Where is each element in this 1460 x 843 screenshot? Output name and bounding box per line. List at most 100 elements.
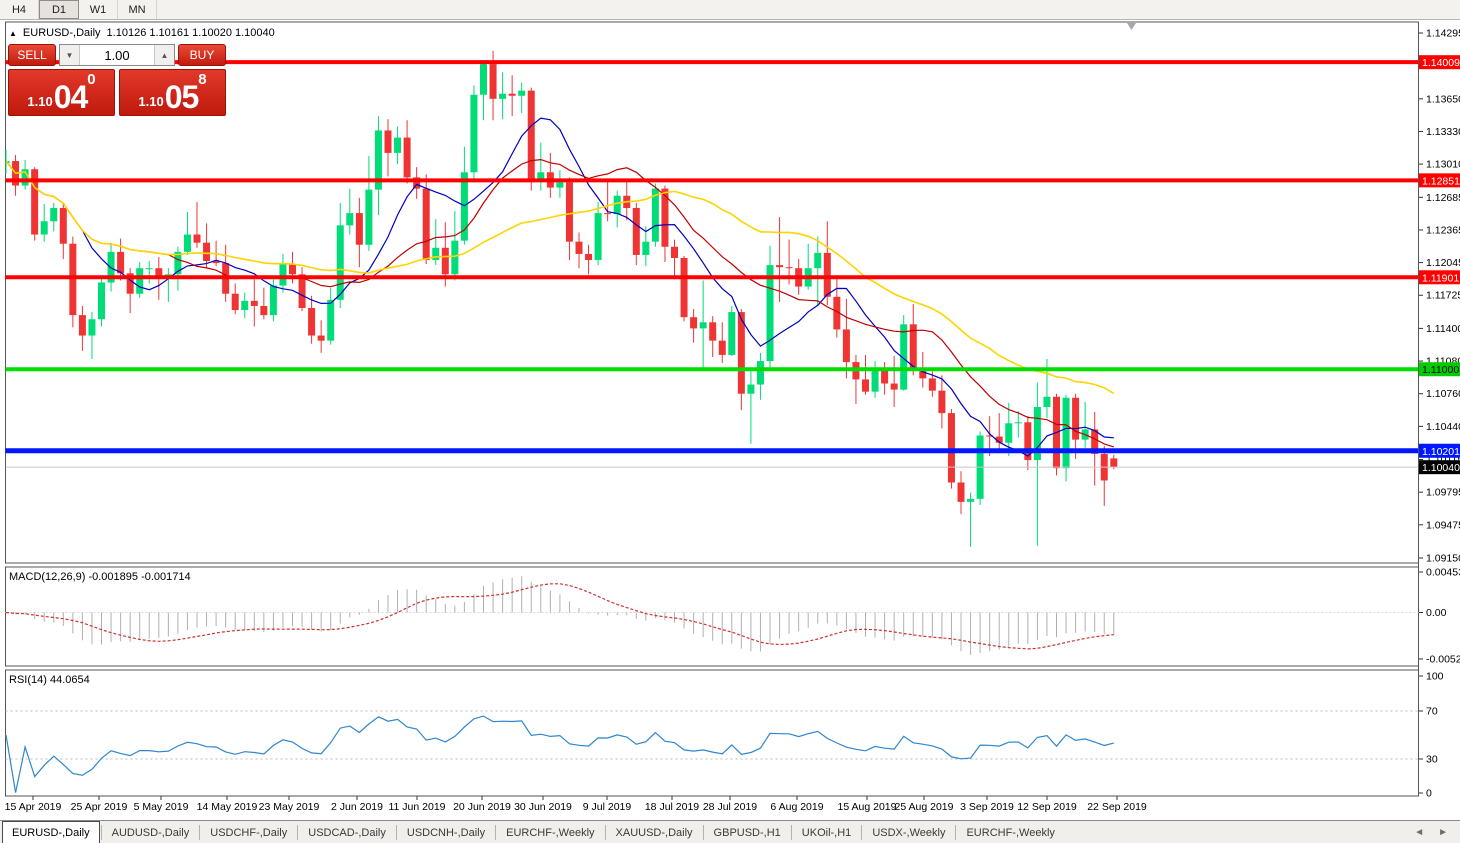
timeframe-button-w1[interactable]: W1 [79, 0, 118, 19]
candle-body [346, 213, 354, 226]
candle-body [823, 252, 831, 297]
date-axis-label: 25 Aug 2019 [895, 801, 954, 813]
candle-body [1110, 458, 1118, 468]
candle-body [967, 498, 975, 502]
candle-body [126, 273, 134, 294]
candle-body [460, 172, 468, 241]
timeframe-button-mn[interactable]: MN [118, 0, 157, 19]
candle-body [40, 221, 48, 235]
candle-body [575, 241, 583, 254]
candle-body [690, 317, 698, 329]
date-axis-label: 25 Apr 2019 [71, 801, 128, 813]
macd-histogram [15, 576, 1115, 655]
chart-tab-ukoil-h1[interactable]: UKOil-,H1 [801, 826, 852, 839]
candle-body [1072, 397, 1080, 440]
chart-tab-audusd-daily[interactable]: AUDUSD-,Daily [111, 826, 190, 839]
buy-button[interactable]: BUY [178, 44, 226, 66]
date-axis-label: 15 Apr 2019 [5, 801, 62, 813]
date-axis-label: 12 Sep 2019 [1017, 801, 1077, 813]
candle-body [155, 268, 163, 278]
tab-separator [861, 825, 863, 840]
candle-body [728, 312, 736, 355]
chart-tab-usdx-weekly[interactable]: USDX-,Weekly [872, 826, 946, 839]
candle-body [1024, 422, 1032, 461]
sell-button[interactable]: SELL [8, 44, 56, 66]
volume-down-icon[interactable]: ▼ [60, 45, 80, 65]
candle-body [995, 436, 1003, 443]
tab-separator [297, 825, 299, 840]
candle-body [890, 383, 898, 390]
tab-separator [100, 825, 102, 840]
collapse-panel-icon[interactable]: ▲ [9, 28, 17, 38]
candle-body [394, 137, 402, 153]
buy-price-box[interactable]: 1.10 05 8 [119, 69, 226, 116]
buy-price-pip: 8 [198, 71, 207, 88]
price-chart: 1.142951.139751.136501.133301.130101.126… [5, 21, 1460, 813]
macd-label: MACD(12,26,9) -0.001895 -0.001714 [9, 571, 191, 583]
candle-body [709, 322, 717, 341]
sell-price-pip: 0 [87, 71, 96, 88]
moving-average-9 [5, 117, 1114, 457]
candle-body [833, 296, 841, 330]
date-axis-label: 30 Jun 2019 [514, 801, 572, 813]
candle-body [98, 282, 105, 320]
price-axis-label: 1.12045 [1426, 257, 1460, 269]
price-tag-label: 1.14009 [1422, 57, 1460, 69]
chart-tab-xauusd-daily[interactable]: XAUUSD-,Daily [615, 826, 693, 839]
chart-tab-gbpusd-h1[interactable]: GBPUSD-,H1 [713, 826, 781, 839]
candle-body [776, 265, 784, 268]
timeframe-button-d1[interactable]: D1 [39, 0, 79, 19]
chart-tab-usdchf-daily[interactable]: USDCHF-,Daily [210, 826, 288, 839]
candle-body [565, 182, 573, 242]
candle-body [308, 308, 316, 336]
candle-body [203, 242, 211, 262]
volume-up-icon[interactable]: ▲ [154, 45, 174, 65]
date-axis-label: 2 Jun 2019 [331, 801, 383, 813]
chart-tab-eurchf-weekly[interactable]: EURCHF-,Weekly [506, 826, 595, 839]
candle-body [59, 208, 67, 244]
candle-body [594, 213, 602, 261]
tab-scroll-right-icon[interactable]: ► [1438, 827, 1448, 838]
tab-separator [199, 825, 201, 840]
symbol-period-label: EURUSD-,Daily [22, 27, 101, 39]
candle-body [50, 208, 58, 222]
candle-body [289, 264, 296, 275]
price-axis-label: 1.10760 [1426, 388, 1460, 400]
candle-body [537, 172, 545, 181]
chart-tab-eurchf-weekly[interactable]: EURCHF-,Weekly [966, 826, 1055, 839]
macd-signal-line [5, 583, 1114, 650]
macd-axis-label: 0.00 [1426, 607, 1447, 619]
candle-body [527, 90, 535, 181]
volume-value[interactable]: 1.00 [104, 47, 130, 63]
price-axis-label: 1.10440 [1426, 421, 1460, 433]
sell-price-box[interactable]: 1.10 04 0 [8, 69, 115, 116]
candle-body [747, 384, 755, 394]
candle-body [518, 90, 526, 96]
chart-tab-eurusd-daily[interactable]: EURUSD-,Daily [2, 821, 100, 843]
candle-body [604, 213, 612, 215]
price-tag [1419, 270, 1460, 285]
price-axis-label: 1.11400 [1426, 323, 1460, 335]
candle-body [78, 315, 86, 336]
date-axis-label: 23 May 2019 [259, 801, 320, 813]
chart-tab-usdcad-daily[interactable]: USDCAD-,Daily [308, 826, 386, 839]
timeframe-button-h4[interactable]: H4 [0, 0, 39, 19]
tab-scroll-left-icon[interactable]: ◄ [1414, 827, 1425, 838]
chart-tab-usdcnh-daily[interactable]: USDCNH-,Daily [406, 826, 486, 839]
candle-body [814, 252, 822, 269]
candle-body [862, 379, 869, 392]
price-axis-label: 1.14295 [1426, 28, 1460, 40]
date-axis-label: 6 Aug 2019 [770, 801, 823, 813]
candle-body [718, 340, 726, 355]
candle-body [881, 370, 889, 384]
candle-body [374, 130, 382, 190]
candle-body [317, 335, 325, 341]
sell-price-prefix: 1.10 [27, 94, 53, 109]
date-axis-label: 3 Sep 2019 [960, 801, 1014, 813]
candle-body [642, 241, 650, 255]
candle-body [403, 137, 411, 178]
candle-body [632, 208, 640, 255]
tab-separator [604, 825, 606, 840]
macd-axis-label: 0.004536 [1426, 567, 1460, 579]
chart-shift-marker-icon[interactable] [1127, 23, 1136, 30]
